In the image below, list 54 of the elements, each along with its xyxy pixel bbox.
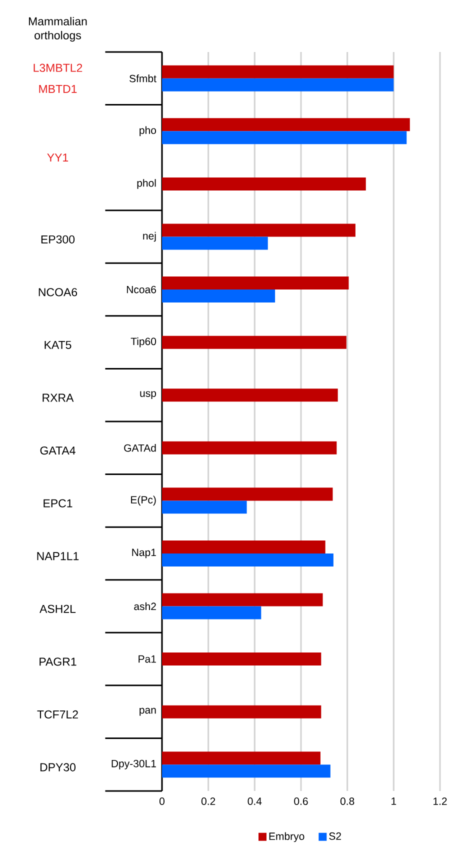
y-tick-label: GATAd — [124, 444, 156, 452]
bar — [162, 488, 333, 501]
text: DPY30 — [40, 763, 76, 772]
x-tick-label: 0.8 — [340, 798, 354, 805]
bar — [162, 131, 407, 144]
x-tick-label: 1.2 — [434, 798, 447, 805]
bar — [162, 593, 323, 606]
text: YY1 — [47, 154, 68, 162]
y-tick-label: pho — [140, 126, 156, 136]
text: RXRA — [42, 394, 74, 402]
text: MBTD1 — [39, 85, 77, 93]
text: GATA4 — [40, 446, 76, 455]
bar — [162, 118, 410, 132]
text: ASH2L — [40, 604, 76, 613]
bar — [162, 500, 247, 514]
x-tick-label: 1 — [392, 798, 396, 805]
y-tick-label: Sfmbt — [130, 74, 156, 82]
y-tick-label: ash2 — [134, 602, 156, 610]
bar — [162, 78, 394, 92]
y-tick-label: Tip60 — [130, 337, 156, 348]
bar — [162, 276, 349, 290]
text: PAGR1 — [40, 658, 76, 666]
text: L3MBTL2 — [34, 64, 82, 72]
x-tick-label: 0.2 — [201, 798, 216, 805]
bar — [162, 764, 330, 778]
bar — [162, 752, 320, 765]
y-tick-label: Ncoa6 — [126, 286, 156, 294]
y-tick-label: Nap1 — [132, 548, 156, 558]
y-tick-label: phol — [137, 179, 156, 189]
bar — [162, 236, 268, 250]
text: NCOA6 — [38, 288, 78, 296]
y-tick-label: Dpy-30L1 — [112, 760, 156, 770]
y-tick-label: Pa1 — [138, 655, 156, 663]
bar — [162, 65, 394, 78]
bar — [162, 540, 326, 554]
text: TCF7L2 — [37, 710, 78, 719]
y-tick-label: usp — [140, 391, 156, 400]
legend-label: Embryo — [269, 832, 304, 842]
bar — [162, 224, 356, 237]
text: EP300 — [41, 235, 75, 244]
text: Mammalian orthologs — [28, 16, 87, 42]
text: KAT5 — [44, 340, 72, 349]
bar — [162, 553, 334, 566]
y-tick-label: pan — [140, 708, 156, 716]
text: EPC1 — [44, 499, 72, 508]
x-tick-label: 0.6 — [294, 798, 308, 805]
bar — [162, 290, 276, 303]
y-tick-label: E(Pc) — [131, 496, 156, 506]
x-tick-label: 0 — [159, 798, 165, 805]
legend-label: S2 — [329, 832, 341, 840]
text: NAP1L1 — [37, 552, 79, 560]
y-tick-label: nej — [143, 232, 156, 242]
bar — [162, 606, 262, 620]
x-tick-label: 0.4 — [248, 798, 262, 805]
